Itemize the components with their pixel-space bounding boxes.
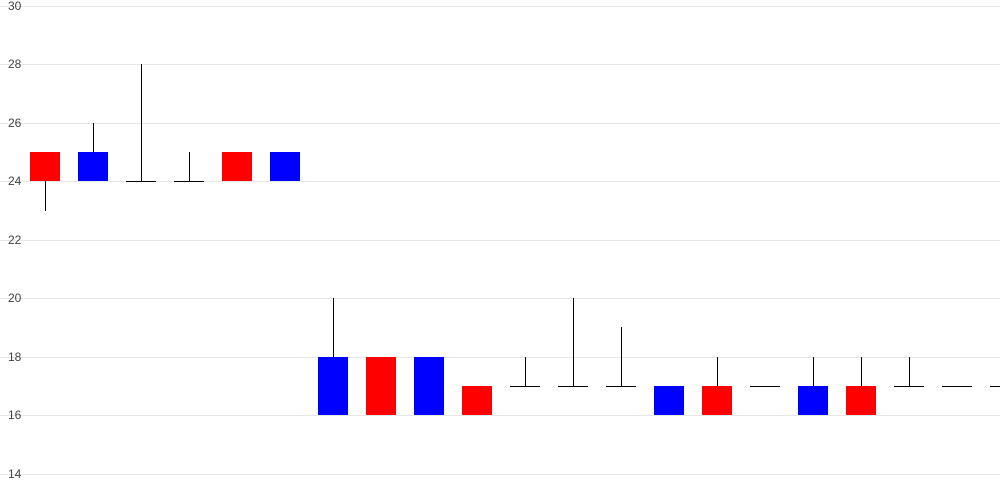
y-axis-label: 16 xyxy=(8,408,21,422)
candle-wick xyxy=(189,152,190,181)
y-axis-label: 14 xyxy=(8,467,21,481)
candle-wick xyxy=(621,327,622,385)
gridline xyxy=(0,415,1000,416)
gridline xyxy=(0,357,1000,358)
candle-up xyxy=(78,152,108,181)
y-axis-label: 26 xyxy=(8,116,21,130)
candlestick-chart: 14 16 18 20 22 24 26 28 30 xyxy=(0,0,1000,500)
candle-doji xyxy=(606,386,636,387)
candle-doji xyxy=(942,386,972,387)
candle-doji xyxy=(174,181,204,182)
candle-wick xyxy=(909,357,910,386)
candle-down xyxy=(366,357,396,415)
candle-up xyxy=(318,357,348,415)
candle-up xyxy=(654,386,684,415)
y-axis-label: 24 xyxy=(8,174,21,188)
y-axis-label: 18 xyxy=(8,350,21,364)
candle-doji xyxy=(510,386,540,387)
gridline xyxy=(0,298,1000,299)
gridline xyxy=(0,6,1000,7)
candle-up xyxy=(798,386,828,415)
candle-down xyxy=(846,386,876,415)
candle-down xyxy=(702,386,732,415)
candle-doji xyxy=(558,386,588,387)
candle-doji xyxy=(990,386,1000,387)
candle-down xyxy=(222,152,252,181)
y-axis-label: 22 xyxy=(8,233,21,247)
candle-down xyxy=(462,386,492,415)
candle-up xyxy=(414,357,444,415)
gridline xyxy=(0,64,1000,65)
candle-down xyxy=(30,152,60,181)
gridline xyxy=(0,474,1000,475)
gridline xyxy=(0,240,1000,241)
y-axis-label: 20 xyxy=(8,291,21,305)
candle-doji xyxy=(894,386,924,387)
candle-wick xyxy=(525,357,526,386)
y-axis-label: 28 xyxy=(8,57,21,71)
gridline xyxy=(0,123,1000,124)
candle-wick xyxy=(573,298,574,386)
candle-doji xyxy=(126,181,156,182)
candle-doji xyxy=(750,386,780,387)
y-axis-label: 30 xyxy=(8,0,21,13)
candle-wick xyxy=(141,64,142,181)
candle-up xyxy=(270,152,300,181)
